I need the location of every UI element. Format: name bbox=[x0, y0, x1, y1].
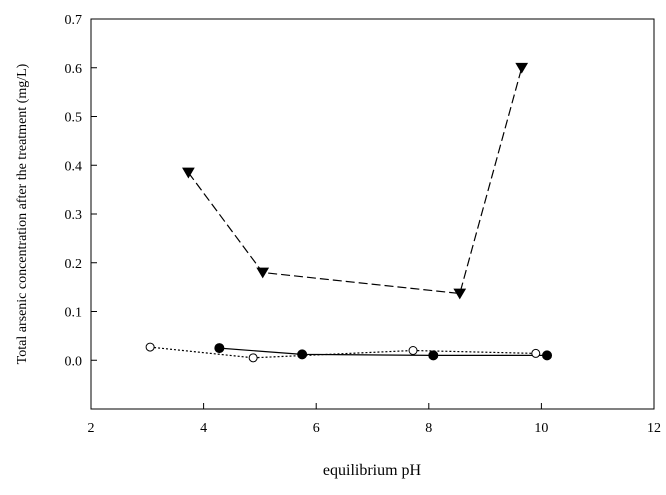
y-tick-label: 0.4 bbox=[65, 159, 83, 174]
plot-area-frame bbox=[90, 18, 655, 410]
y-tick-label: 0.7 bbox=[65, 13, 83, 28]
data-point bbox=[453, 288, 467, 300]
x-tick-label: 10 bbox=[534, 421, 548, 436]
x-tick-label: 8 bbox=[425, 421, 432, 436]
series-line bbox=[187, 67, 523, 295]
y-tick-labels: 0.0 0.1 0.2 0.3 0.4 0.5 0.6 0.7 bbox=[65, 13, 83, 369]
y-tick-label: 0.0 bbox=[65, 354, 83, 369]
series-line bbox=[219, 347, 547, 356]
series-circle-filled bbox=[214, 343, 553, 361]
series-group bbox=[145, 62, 553, 363]
x-tick-label: 2 bbox=[88, 421, 95, 436]
data-point bbox=[214, 343, 225, 354]
axis-ticks bbox=[90, 18, 655, 409]
data-point bbox=[428, 350, 439, 361]
x-axis-title: equilibrium pH bbox=[323, 462, 422, 479]
data-point bbox=[256, 267, 270, 279]
data-point bbox=[408, 346, 418, 355]
data-point bbox=[515, 62, 529, 74]
x-tick-label: 6 bbox=[313, 421, 320, 436]
y-tick-label: 0.3 bbox=[65, 208, 83, 223]
y-tick-label: 0.2 bbox=[65, 257, 83, 272]
data-point bbox=[248, 353, 258, 363]
y-tick-label: 0.6 bbox=[65, 62, 83, 77]
x-tick-label: 4 bbox=[200, 421, 207, 436]
series-line bbox=[150, 346, 536, 359]
data-point bbox=[297, 349, 308, 360]
y-axis-title: Total arsenic concentration after the tr… bbox=[15, 63, 30, 364]
data-point bbox=[182, 167, 195, 179]
y-tick-label: 0.1 bbox=[65, 306, 83, 321]
data-point bbox=[531, 348, 541, 358]
data-point bbox=[145, 342, 155, 352]
x-tick-labels: 2 4 6 8 10 12 bbox=[88, 421, 662, 436]
y-tick-label: 0.5 bbox=[65, 111, 83, 126]
series-triangle-down-filled bbox=[182, 62, 529, 300]
series-circle-open bbox=[145, 342, 541, 363]
x-tick-label: 12 bbox=[647, 421, 661, 436]
data-point bbox=[542, 350, 553, 361]
